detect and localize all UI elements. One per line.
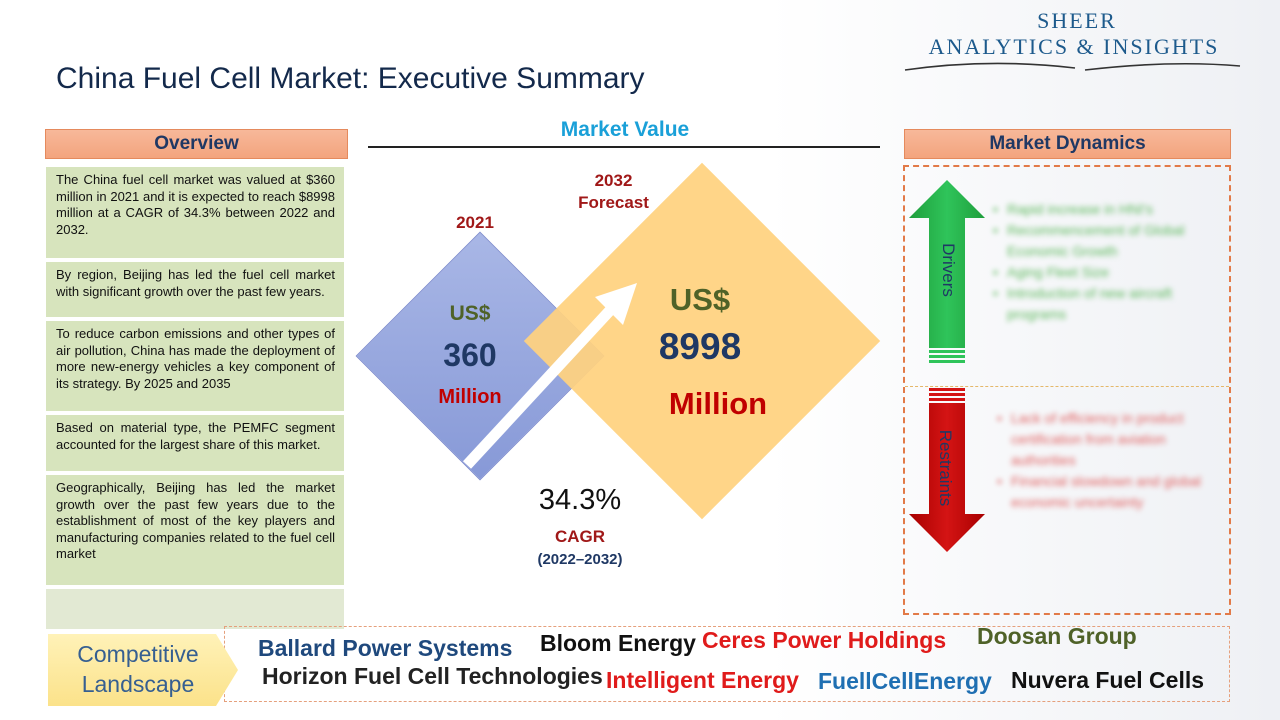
overview-item: Geographically, Beijing has led the mark… (46, 475, 344, 587)
forecast-year-label: 2032 Forecast (566, 170, 661, 214)
company-name: Doosan Group (977, 623, 1137, 649)
overview-item: To reduce carbon emissions and other typ… (46, 321, 344, 413)
overview-empty-item (46, 589, 344, 631)
market-value-title: Market Value (560, 118, 690, 141)
competitive-label-line: Landscape (81, 671, 195, 697)
drivers-label: Drivers (939, 243, 958, 297)
market-value-divider (368, 146, 880, 148)
drivers-up-arrow-icon (909, 180, 985, 363)
cagr-value: 34.3% (538, 484, 622, 516)
logo-swoosh (904, 62, 1241, 71)
start-currency: US$ (449, 302, 491, 325)
company-name: Nuvera Fuel Cells (1011, 667, 1205, 693)
dynamics-panel (903, 165, 1231, 615)
cagr-period: (2022–2032) (537, 551, 623, 568)
forecast-label: Forecast (578, 193, 649, 212)
forecast-currency: US$ (669, 282, 731, 317)
company-name: Intelligent Energy (606, 667, 799, 693)
driver-item: Aging Fleet Size (993, 262, 1221, 283)
logo-text-sheer: SHEER (1037, 8, 1117, 33)
company-name: Ballard Power Systems (258, 635, 513, 661)
overview-item: By region, Beijing has led the fuel cell… (46, 262, 344, 319)
company-name: Bloom Energy (540, 630, 696, 656)
start-value: 360 (443, 337, 497, 373)
driver-item: Introduction of new aircraft programs (993, 283, 1221, 325)
driver-item: Recommencement of Global Economic Growth (993, 220, 1221, 262)
restraints-list: Lack of efficiency in product certificat… (997, 408, 1221, 513)
page-title: China Fuel Cell Market: Executive Summar… (56, 62, 645, 95)
company-name: Horizon Fuel Cell Technologies (262, 663, 603, 689)
dynamics-header: Market Dynamics (904, 129, 1231, 159)
forecast-unit: Million (668, 386, 768, 421)
restraint-item: Financial slowdown and global economic u… (997, 471, 1221, 513)
restraint-item: Lack of efficiency in product certificat… (997, 408, 1221, 471)
company-name: FuellCellEnergy (818, 668, 992, 694)
driver-item: Rapid increase in HNI's (993, 199, 1221, 220)
competitive-label-line: Competitive (77, 641, 199, 667)
competitive-chevron (48, 634, 238, 706)
restraints-down-arrow-icon (909, 388, 985, 552)
start-unit: Million (438, 386, 502, 408)
restraints-label: Restraints (936, 429, 955, 507)
growth-arrow-icon (462, 283, 637, 469)
overview-header: Overview (45, 129, 348, 159)
forecast-value: 8998 (658, 326, 742, 367)
company-name: Ceres Power Holdings (702, 627, 947, 653)
forecast-year: 2032 (594, 171, 633, 190)
start-year-label: 2021 (456, 213, 494, 232)
cagr-label: CAGR (554, 527, 606, 546)
competitive-label: Competitive Landscape (48, 634, 228, 706)
drivers-list: Rapid increase in HNI's Recommencement o… (993, 199, 1221, 325)
logo-text-analytics: ANALYTICS & INSIGHTS (928, 34, 1220, 59)
overview-item: Based on material type, the PEMFC segmen… (46, 415, 344, 473)
dynamics-divider (905, 386, 1229, 387)
overview-item: The China fuel cell market was valued at… (46, 167, 344, 260)
